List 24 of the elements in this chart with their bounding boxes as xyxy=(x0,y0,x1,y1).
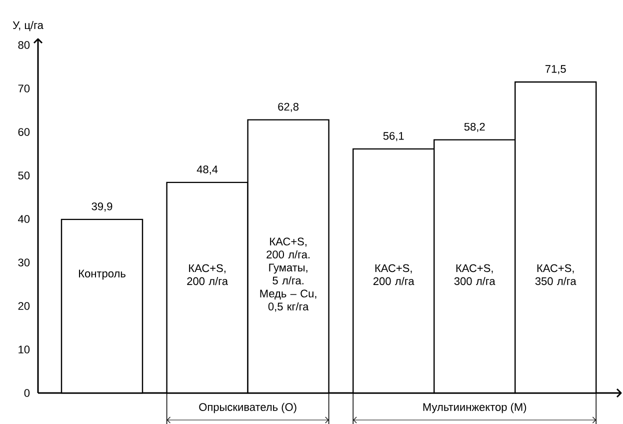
x-tick-label: Контроль xyxy=(79,270,126,280)
text: Мультиинжектор (М) xyxy=(423,402,526,414)
data-label: 39,9 xyxy=(92,202,112,212)
y-tick-label: 40 xyxy=(18,215,30,223)
text: Опрыскиватель (О) xyxy=(199,402,296,414)
x-tick-label: КАС+S, 350 л/га xyxy=(535,264,576,286)
y-tick-label: 30 xyxy=(18,258,30,266)
x-tick-label: КАС+S, 300 л/га xyxy=(454,264,496,286)
data-label: 56,1 xyxy=(383,132,404,142)
data-label: 48,4 xyxy=(196,165,218,175)
y-tick-label: 10 xyxy=(18,346,30,354)
y-tick-label: 0 xyxy=(24,389,30,397)
y-tick-label: 20 xyxy=(18,302,30,310)
y-tick-label: 60 xyxy=(18,128,30,136)
data-label: 62,8 xyxy=(278,102,299,112)
y-tick-label: 70 xyxy=(18,84,30,92)
x-tick-label: КАС+S, 200 л/га xyxy=(373,264,414,286)
y-axis-title: У, ц/га xyxy=(12,20,44,32)
y-tick-label: 50 xyxy=(18,172,30,180)
data-label: 71,5 xyxy=(545,65,566,74)
y-tick-label: 80 xyxy=(18,41,30,49)
data-label: 58,2 xyxy=(464,122,485,132)
x-tick-label: КАС+S, 200 л/га. Гуматы, 5 л/га. Медь – Cu, 0,5 кг/га xyxy=(260,238,316,312)
x-tick-label: КАС+S, 200 л/га xyxy=(187,264,228,286)
